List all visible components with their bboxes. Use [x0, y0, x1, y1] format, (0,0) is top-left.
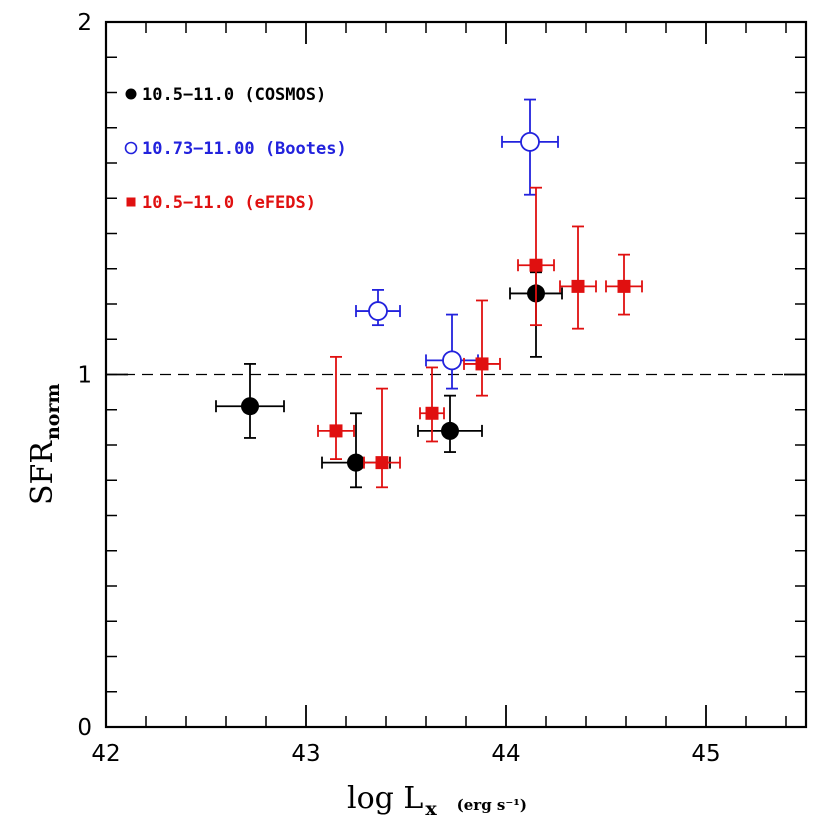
- point-marker: [368, 301, 388, 321]
- y-axis-title-subscript: norm: [42, 383, 64, 440]
- legend-item: 10.5−11.0 (COSMOS): [125, 85, 326, 105]
- data-point: [363, 387, 401, 489]
- point-marker: [329, 424, 343, 438]
- legend-item: 10.5−11.0 (eFEDS): [126, 193, 316, 213]
- data-point: [419, 366, 445, 443]
- legend-label: 10.73−11.00 (Bootes): [142, 139, 347, 159]
- series-layer: [215, 98, 643, 489]
- point-marker: [241, 397, 259, 416]
- y-axis-title: SFRnorm: [25, 383, 64, 505]
- point-marker: [425, 406, 439, 420]
- point-marker: [347, 453, 365, 472]
- legend-label: 10.5−11.0 (eFEDS): [142, 193, 316, 213]
- point-marker: [520, 131, 540, 152]
- point-marker: [375, 456, 389, 470]
- data-point: [517, 186, 555, 327]
- data-point: [317, 355, 355, 461]
- x-axis-title-main: log L: [347, 781, 423, 816]
- data-point: [355, 288, 401, 327]
- legend-marker: [125, 88, 137, 100]
- point-marker: [442, 350, 462, 371]
- data-point: [463, 299, 501, 397]
- data-point: [605, 253, 643, 316]
- point-marker: [571, 279, 585, 293]
- point-marker: [475, 357, 489, 371]
- series-open-circle: [355, 98, 559, 390]
- data-point: [417, 394, 483, 453]
- legend-item: 10.73−11.00 (Bootes): [124, 139, 347, 159]
- data-point: [215, 363, 285, 439]
- data-point: [501, 98, 559, 196]
- data-point: [425, 313, 479, 390]
- minor-ticks: [106, 22, 806, 727]
- x-tick-label: 44: [491, 741, 520, 767]
- data-point: [559, 225, 597, 330]
- series-filled-circle: [215, 271, 563, 489]
- point-marker: [529, 258, 543, 272]
- x-axis-units: (erg s⁻¹): [457, 796, 527, 814]
- x-tick-label: 43: [291, 741, 320, 767]
- series-filled-square: [317, 186, 643, 489]
- x-tick-label: 42: [91, 741, 120, 767]
- legend-marker: [124, 141, 138, 155]
- x-tick-label: 45: [691, 741, 720, 767]
- point-marker: [617, 279, 631, 293]
- tick-labels: 42 43 44 45 0 1 2: [77, 10, 720, 767]
- point-marker: [441, 421, 459, 440]
- legend: 10.5−11.0 (COSMOS) 10.73−11.00 (Bootes) 10…: [124, 85, 347, 213]
- x-axis-title-subscript: x: [425, 798, 437, 820]
- major-ticks: [105, 21, 806, 728]
- legend-label: 10.5−11.0 (COSMOS): [142, 85, 326, 105]
- y-tick-label: 2: [77, 10, 92, 36]
- y-tick-label: 1: [77, 363, 92, 389]
- data-point: [321, 412, 391, 489]
- y-tick-label: 0: [77, 715, 92, 741]
- y-axis-title-main: SFR: [25, 440, 60, 505]
- legend-marker: [126, 197, 136, 207]
